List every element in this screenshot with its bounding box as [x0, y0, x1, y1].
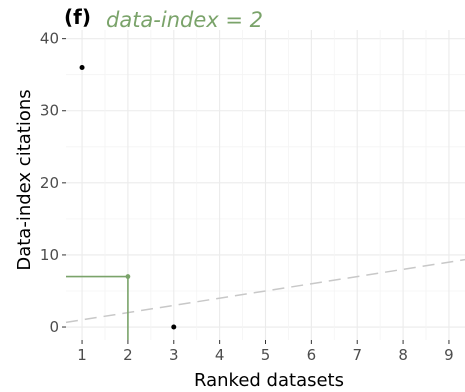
y-axis-title: Data-index citations: [14, 89, 35, 270]
panel-label: (f): [64, 5, 91, 29]
data-point-3: [171, 324, 177, 330]
x-tick-label-7: 7: [352, 346, 362, 364]
index-box-group: [66, 275, 129, 340]
x-axis-title: Ranked datasets: [194, 370, 344, 391]
points-group: [79, 64, 177, 330]
y-tick-label-30: 30: [40, 102, 59, 120]
x-tick-label-8: 8: [398, 346, 408, 364]
x-tick-label-2: 2: [123, 346, 133, 364]
y-tick-label-0: 0: [49, 318, 59, 336]
y-tick-label-40: 40: [40, 30, 59, 48]
x-tick-label-9: 9: [444, 346, 454, 364]
reference-line: [65, 258, 465, 324]
x-tick-label-1: 1: [77, 346, 87, 364]
y-axis-ticks: 0 10 20 30 40: [40, 30, 66, 336]
x-tick-label-5: 5: [261, 346, 271, 364]
x-tick-label-6: 6: [307, 346, 317, 364]
reference-line-group: [65, 258, 465, 324]
annotation-text: data-index = 2: [106, 8, 263, 32]
x-tick-label-3: 3: [169, 346, 179, 364]
x-tick-label-4: 4: [215, 346, 225, 364]
y-tick-label-10: 10: [40, 246, 59, 264]
data-point-1: [79, 64, 85, 70]
grid: [66, 30, 465, 340]
data-point-2: [125, 274, 131, 279]
x-axis-ticks: 1 2 3 4 5 6 7 8 9: [77, 340, 454, 364]
y-tick-label-20: 20: [40, 174, 59, 192]
